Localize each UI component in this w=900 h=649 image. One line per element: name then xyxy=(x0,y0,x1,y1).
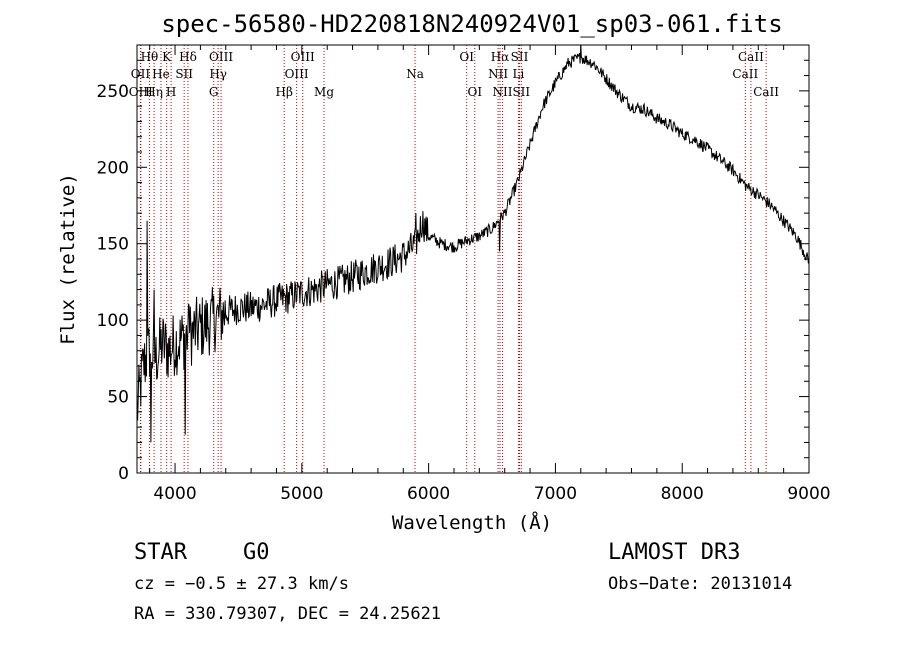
spectral-line-label: NII xyxy=(488,67,508,81)
spectral-line-label: He xyxy=(152,67,170,81)
axis-ticks-layer: 4000 5000 6000 7000 8000 9000 0 50 100 150 200 250 xyxy=(97,45,831,504)
x-tick-label: 9000 xyxy=(787,484,830,504)
x-tick-label: 6000 xyxy=(407,484,450,504)
x-tick-label: 7000 xyxy=(534,484,577,504)
spectral-line-label: Li xyxy=(512,67,524,81)
x-axis-label: Wavelength (Å) xyxy=(392,511,552,534)
spectral-line-label: OIII xyxy=(285,67,309,81)
y-tick-label: 250 xyxy=(97,82,129,102)
redshift-readout: cz = −0.5 ± 27.3 km/s xyxy=(134,574,349,594)
spectral-line-label: Hθ xyxy=(141,50,159,64)
chart-title: spec-56580-HD220818N240924V01_sp03-061.f… xyxy=(161,10,782,38)
y-axis-label: Flux (relative) xyxy=(57,173,79,345)
spectral-line-label: CaII xyxy=(732,67,758,81)
x-tick-label: 5000 xyxy=(280,484,323,504)
spectral-line-label: SII xyxy=(511,50,529,64)
y-tick-label: 100 xyxy=(97,311,129,331)
spectral-subclass: G0 xyxy=(243,540,270,565)
y-tick-label: 0 xyxy=(118,464,129,484)
y-tick-label: 150 xyxy=(97,235,129,255)
obs-date: Obs−Date: 20131014 xyxy=(608,574,793,594)
spectral-line-label: SII xyxy=(512,85,530,99)
spectral-line-label: Na xyxy=(406,67,424,81)
spectral-line-label: SII xyxy=(175,67,193,81)
spectral-line-label: OIII xyxy=(291,50,315,64)
coordinates: RA = 330.79307, DEC = 24.25621 xyxy=(134,604,442,624)
spectral-line-label: CaII xyxy=(738,50,764,64)
y-tick-label: 50 xyxy=(107,388,129,408)
x-tick-label: 4000 xyxy=(153,484,196,504)
spectral-line-label: NII xyxy=(493,85,513,99)
spectral-line-label: Hδ xyxy=(179,50,197,64)
spectral-line-label: H xyxy=(166,85,176,99)
spectral-line-label: Hγ xyxy=(209,67,227,81)
spectrum-series-line xyxy=(136,44,810,443)
spectral-line-label: OIII xyxy=(129,85,153,99)
spectral-line-label: CaII xyxy=(753,85,779,99)
spectral-line-label: OI xyxy=(467,85,482,99)
spectrum-trace-layer xyxy=(136,44,810,443)
spectral-line-label: Hα xyxy=(491,50,510,64)
spectral-line-label: OII xyxy=(131,67,151,81)
x-tick-label: 8000 xyxy=(661,484,704,504)
spectral-line-label: OI xyxy=(459,50,474,64)
spectral-line-label: Hβ xyxy=(276,85,293,99)
spectral-line-label: K xyxy=(162,50,172,64)
spectral-line-label: Hη xyxy=(145,85,163,99)
plot-frame xyxy=(136,44,810,474)
spectral-line-label: G xyxy=(209,85,219,99)
y-tick-label: 200 xyxy=(97,158,129,178)
spectral-line-label: Mg xyxy=(314,85,334,99)
spectral-line-label: OIII xyxy=(209,50,233,64)
survey-name: LAMOST DR3 xyxy=(608,540,741,565)
object-class: STAR xyxy=(134,540,187,565)
